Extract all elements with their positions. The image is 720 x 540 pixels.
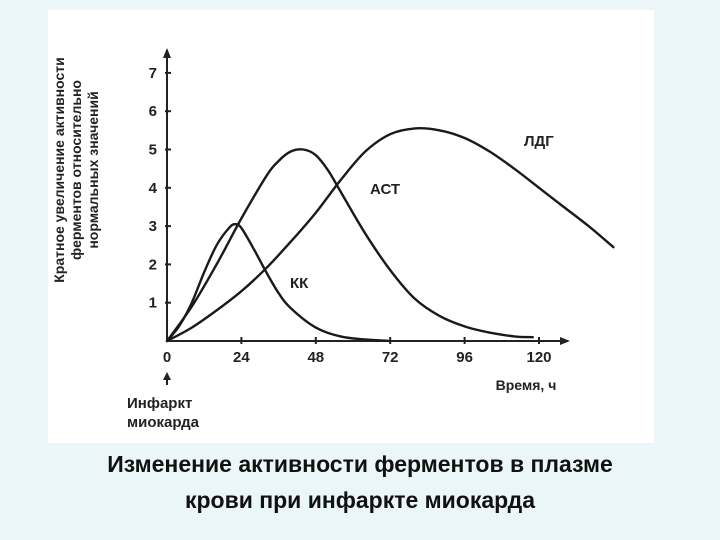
y-axis-label-line-2: ферментов относительно (68, 80, 84, 260)
infarction-label-line-1: Инфаркт (127, 395, 192, 412)
series-label-3: ЛДГ (524, 133, 554, 150)
y-tick-label-7: 7 (149, 65, 157, 82)
infarction-marker-arrow (163, 372, 171, 380)
x-tick-label-48: 48 (307, 349, 324, 366)
series-line-2 (165, 148, 534, 343)
y-tick-label-6: 6 (149, 103, 157, 120)
y-tick-label-4: 4 (149, 180, 158, 197)
x-tick-label-24: 24 (233, 349, 250, 366)
series-line-3 (165, 127, 615, 343)
y-axis-label-line-3: нормальных значений (85, 91, 101, 248)
x-axis-label: Время, ч (496, 377, 557, 393)
figure-caption: Изменение активности ферментов в плазме … (0, 446, 720, 518)
chart-figure: 1 2 3 4 5 6 7 0 24 48 72 96 120 Время, ч Кратное увели… (48, 10, 654, 443)
y-tick-label-3: 3 (149, 218, 157, 235)
x-tick-label-0: 0 (163, 349, 171, 366)
series-line-1 (165, 222, 392, 343)
y-axis-label-line-1: Кратное увеличение активности (51, 57, 67, 283)
x-tick-label-120: 120 (526, 349, 551, 366)
infarction-label-line-2: миокарда (127, 414, 200, 431)
y-tick-label-5: 5 (149, 142, 157, 159)
caption-line-2: крови при инфаркте миокарда (184, 487, 536, 513)
x-tick-label-96: 96 (456, 349, 473, 366)
x-axis-arrow (560, 337, 570, 345)
series-label-1: КК (290, 275, 309, 292)
series-label-2: АСТ (370, 181, 400, 198)
y-tick-label-1: 1 (149, 295, 157, 312)
y-tick-label-2: 2 (149, 256, 157, 273)
x-tick-label-72: 72 (382, 349, 399, 366)
y-axis-arrow (163, 48, 171, 58)
enzyme-activity-chart: 1 2 3 4 5 6 7 0 24 48 72 96 120 Время, ч Кратное увели… (51, 48, 615, 431)
caption-line-1: Изменение активности ферментов в плазме (107, 451, 613, 477)
